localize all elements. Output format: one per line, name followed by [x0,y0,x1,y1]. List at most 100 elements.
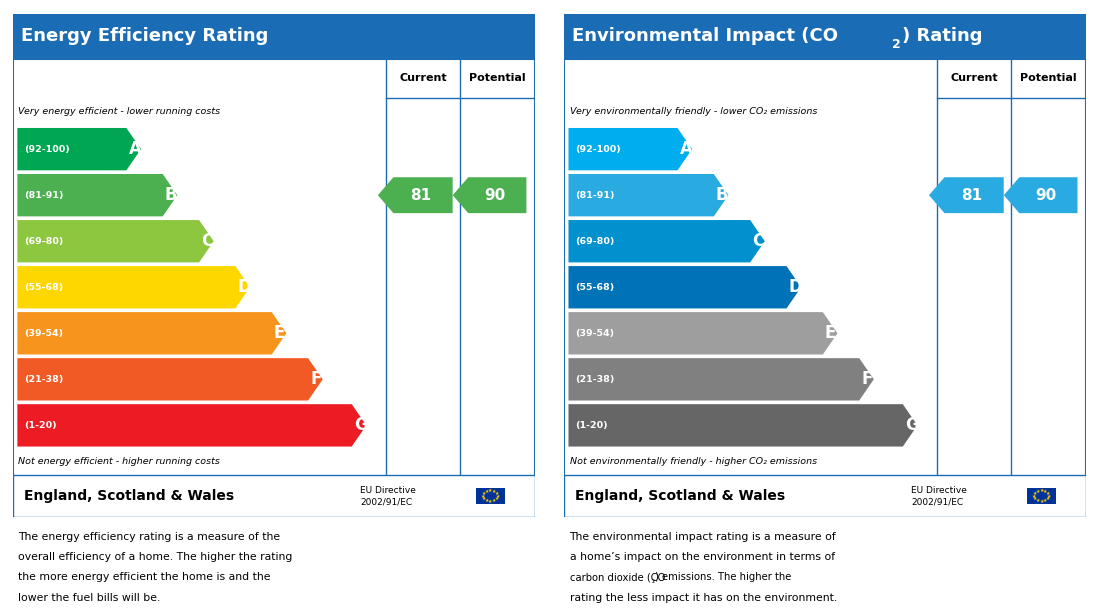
Text: The energy efficiency rating is a measure of the: The energy efficiency rating is a measur… [19,532,280,542]
Text: ) Rating: ) Rating [902,28,982,45]
Text: A: A [129,140,142,158]
Text: F: F [861,370,872,389]
Text: Current: Current [399,73,447,83]
Text: ★: ★ [1040,488,1044,493]
Text: ★: ★ [1035,498,1040,503]
Text: G: G [905,416,918,435]
Text: (69-80): (69-80) [574,237,614,246]
Text: Energy Efficiency Rating: Energy Efficiency Rating [21,28,268,45]
Text: Environmental Impact (CO: Environmental Impact (CO [572,28,838,45]
Text: ★: ★ [1032,493,1036,499]
Text: (21-38): (21-38) [23,375,63,384]
Text: D: D [789,278,802,296]
Text: ★: ★ [492,489,496,494]
Polygon shape [569,358,873,400]
Text: B: B [165,186,177,204]
Text: EU Directive
2002/91/EC: EU Directive 2002/91/EC [360,486,416,507]
Text: ★: ★ [484,489,488,494]
Text: (1-20): (1-20) [23,421,56,430]
Text: ★: ★ [482,491,486,496]
Text: 81: 81 [961,188,982,203]
Text: 81: 81 [410,188,431,203]
Polygon shape [453,177,527,213]
Text: Not environmentally friendly - higher CO₂ emissions: Not environmentally friendly - higher CO… [570,457,816,466]
Text: ₂: ₂ [652,577,656,586]
Text: ★: ★ [1046,491,1050,496]
Text: England, Scotland & Wales: England, Scotland & Wales [574,489,785,503]
Text: a home’s impact on the environment in terms of: a home’s impact on the environment in te… [570,552,835,562]
Text: G: G [354,416,367,435]
Polygon shape [569,266,801,308]
Text: (69-80): (69-80) [23,237,63,246]
Text: rating the less impact it has on the environment.: rating the less impact it has on the env… [570,592,837,603]
Text: (39-54): (39-54) [23,329,63,338]
Text: ★: ★ [1040,499,1044,504]
Text: C: C [752,232,764,250]
Polygon shape [18,312,286,354]
Text: ) emissions. The higher the: ) emissions. The higher the [656,572,792,583]
Polygon shape [569,128,692,170]
Text: ★: ★ [492,498,496,503]
Text: overall efficiency of a home. The higher the rating: overall efficiency of a home. The higher… [19,552,293,562]
Polygon shape [569,404,917,447]
Text: C: C [201,232,213,250]
Polygon shape [378,177,452,213]
Text: A: A [680,140,693,158]
Text: D: D [238,278,251,296]
Text: ★: ★ [495,491,499,496]
Text: ★: ★ [1046,496,1050,501]
Text: F: F [310,370,321,389]
Polygon shape [930,177,1003,213]
Text: the more energy efficient the home is and the: the more energy efficient the home is an… [19,572,271,583]
Text: E: E [274,324,285,342]
Text: ★: ★ [481,493,485,499]
Text: (92-100): (92-100) [23,144,69,154]
Polygon shape [18,174,177,217]
Text: ★: ★ [1033,496,1037,501]
Text: ★: ★ [1046,493,1050,499]
Text: B: B [716,186,728,204]
Text: (55-68): (55-68) [23,283,63,292]
Text: lower the fuel bills will be.: lower the fuel bills will be. [19,592,161,603]
Text: (55-68): (55-68) [574,283,614,292]
Text: (81-91): (81-91) [574,191,614,200]
Text: E: E [825,324,836,342]
Bar [13,475,535,517]
Text: Not energy efficient - higher running costs: Not energy efficient - higher running co… [19,457,220,466]
Text: ★: ★ [495,493,499,499]
Bar [1027,488,1056,504]
Text: (92-100): (92-100) [574,144,620,154]
Text: (1-20): (1-20) [574,421,607,430]
Text: EU Directive
2002/91/EC: EU Directive 2002/91/EC [911,486,967,507]
Text: ★: ★ [1035,489,1040,494]
Text: (21-38): (21-38) [574,375,614,384]
Text: Current: Current [950,73,998,83]
Text: Very energy efficient - lower running costs: Very energy efficient - lower running co… [19,108,220,116]
Text: 90: 90 [1035,188,1056,203]
Text: ★: ★ [1043,489,1047,494]
Text: ★: ★ [1043,498,1047,503]
Text: 90: 90 [484,188,505,203]
Text: ★: ★ [484,498,488,503]
Text: Potential: Potential [1020,73,1077,83]
Text: (81-91): (81-91) [23,191,63,200]
Bar [476,488,505,504]
Text: (39-54): (39-54) [574,329,614,338]
Polygon shape [18,128,141,170]
Polygon shape [569,174,728,217]
Text: ★: ★ [488,499,493,504]
Text: ★: ★ [482,496,486,501]
Polygon shape [18,358,322,400]
Bar [564,475,1086,517]
Text: ★: ★ [1033,491,1037,496]
Text: The environmental impact rating is a measure of: The environmental impact rating is a mea… [570,532,836,542]
Text: ★: ★ [488,488,493,493]
Polygon shape [569,312,837,354]
Polygon shape [18,404,366,447]
Polygon shape [18,266,250,308]
Polygon shape [1004,177,1078,213]
Text: Potential: Potential [469,73,526,83]
Text: England, Scotland & Wales: England, Scotland & Wales [23,489,234,503]
Text: Very environmentally friendly - lower CO₂ emissions: Very environmentally friendly - lower CO… [570,108,817,116]
Polygon shape [569,220,764,263]
